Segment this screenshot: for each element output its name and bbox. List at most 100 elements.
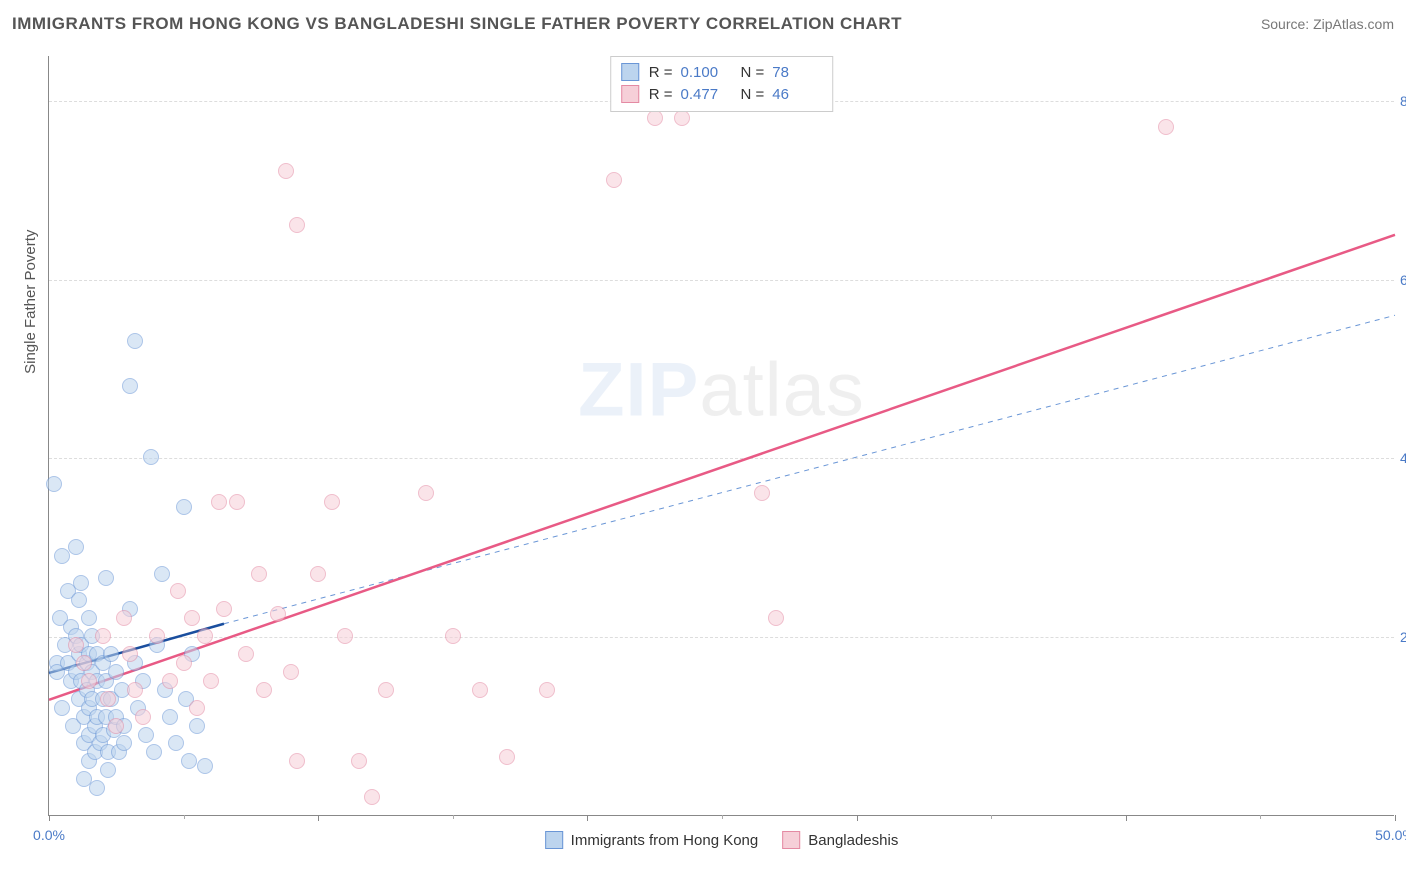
stats-row: R = 0.477 N = 46: [621, 83, 823, 105]
data-point: [539, 682, 555, 698]
data-point: [283, 664, 299, 680]
data-point: [181, 753, 197, 769]
data-point: [499, 749, 515, 765]
data-point: [127, 682, 143, 698]
data-point: [256, 682, 272, 698]
data-point: [364, 789, 380, 805]
stat-r-value: 0.100: [681, 64, 731, 81]
data-point: [68, 637, 84, 653]
data-point: [337, 628, 353, 644]
data-point: [754, 485, 770, 501]
data-point: [146, 744, 162, 760]
data-point: [197, 758, 213, 774]
stats-row: R = 0.100 N = 78: [621, 61, 823, 83]
series-legend: Immigrants from Hong Kong Bangladeshis: [545, 831, 899, 849]
legend-label: Bangladeshis: [808, 832, 898, 849]
legend-item: Bangladeshis: [782, 831, 898, 849]
data-point: [46, 476, 62, 492]
y-tick-label: 20.0%: [1400, 629, 1406, 645]
data-point: [71, 592, 87, 608]
data-point: [768, 610, 784, 626]
scatter-plot: ZIPatlas 20.0%40.0%60.0%80.0%0.0%50.0%R …: [48, 56, 1394, 816]
legend-swatch: [782, 831, 800, 849]
trend-line: [49, 235, 1395, 700]
y-axis-label: Single Father Poverty: [22, 230, 39, 374]
data-point: [211, 494, 227, 510]
x-tick-label: 50.0%: [1375, 827, 1406, 843]
data-point: [229, 494, 245, 510]
data-point: [251, 566, 267, 582]
y-tick-label: 80.0%: [1400, 93, 1406, 109]
stat-r-label: R =: [649, 64, 673, 81]
x-tick: [1395, 815, 1396, 821]
data-point: [138, 727, 154, 743]
stat-n-label: N =: [741, 64, 765, 81]
data-point: [143, 449, 159, 465]
data-point: [81, 610, 97, 626]
data-point: [176, 499, 192, 515]
data-point: [189, 718, 205, 734]
data-point: [238, 646, 254, 662]
data-point: [418, 485, 434, 501]
data-point: [606, 172, 622, 188]
data-point: [108, 664, 124, 680]
data-point: [135, 709, 151, 725]
x-tick-label: 0.0%: [33, 827, 65, 843]
data-point: [270, 606, 286, 622]
data-point: [108, 718, 124, 734]
data-point: [76, 655, 92, 671]
data-point: [154, 566, 170, 582]
data-point: [351, 753, 367, 769]
data-point: [68, 539, 84, 555]
legend-swatch: [545, 831, 563, 849]
data-point: [216, 601, 232, 617]
data-point: [168, 735, 184, 751]
legend-label: Immigrants from Hong Kong: [571, 832, 759, 849]
data-point: [149, 628, 165, 644]
data-point: [103, 646, 119, 662]
data-point: [162, 709, 178, 725]
legend-swatch: [621, 63, 639, 81]
data-point: [100, 691, 116, 707]
data-point: [54, 700, 70, 716]
data-point: [445, 628, 461, 644]
legend-swatch: [621, 85, 639, 103]
stat-r-label: R =: [649, 86, 673, 103]
stat-n-value: 46: [772, 86, 822, 103]
data-point: [95, 628, 111, 644]
stats-legend: R = 0.100 N = 78 R = 0.477 N = 46: [610, 56, 834, 112]
legend-item: Immigrants from Hong Kong: [545, 831, 759, 849]
data-point: [127, 333, 143, 349]
data-point: [170, 583, 186, 599]
y-tick-label: 60.0%: [1400, 272, 1406, 288]
data-point: [122, 646, 138, 662]
stat-n-label: N =: [741, 86, 765, 103]
data-point: [197, 628, 213, 644]
chart-title: IMMIGRANTS FROM HONG KONG VS BANGLADESHI…: [12, 14, 902, 34]
data-point: [81, 673, 97, 689]
data-point: [278, 163, 294, 179]
data-point: [1158, 119, 1174, 135]
chart-source: Source: ZipAtlas.com: [1261, 16, 1394, 32]
data-point: [122, 378, 138, 394]
trend-layer: [49, 56, 1395, 816]
data-point: [189, 700, 205, 716]
data-point: [98, 570, 114, 586]
data-point: [378, 682, 394, 698]
data-point: [162, 673, 178, 689]
data-point: [203, 673, 219, 689]
stat-n-value: 78: [772, 64, 822, 81]
data-point: [176, 655, 192, 671]
data-point: [116, 735, 132, 751]
data-point: [310, 566, 326, 582]
data-point: [472, 682, 488, 698]
data-point: [73, 575, 89, 591]
y-tick-label: 40.0%: [1400, 450, 1406, 466]
data-point: [116, 610, 132, 626]
data-point: [324, 494, 340, 510]
data-point: [89, 780, 105, 796]
data-point: [100, 762, 116, 778]
data-point: [289, 217, 305, 233]
stat-r-value: 0.477: [681, 86, 731, 103]
data-point: [289, 753, 305, 769]
